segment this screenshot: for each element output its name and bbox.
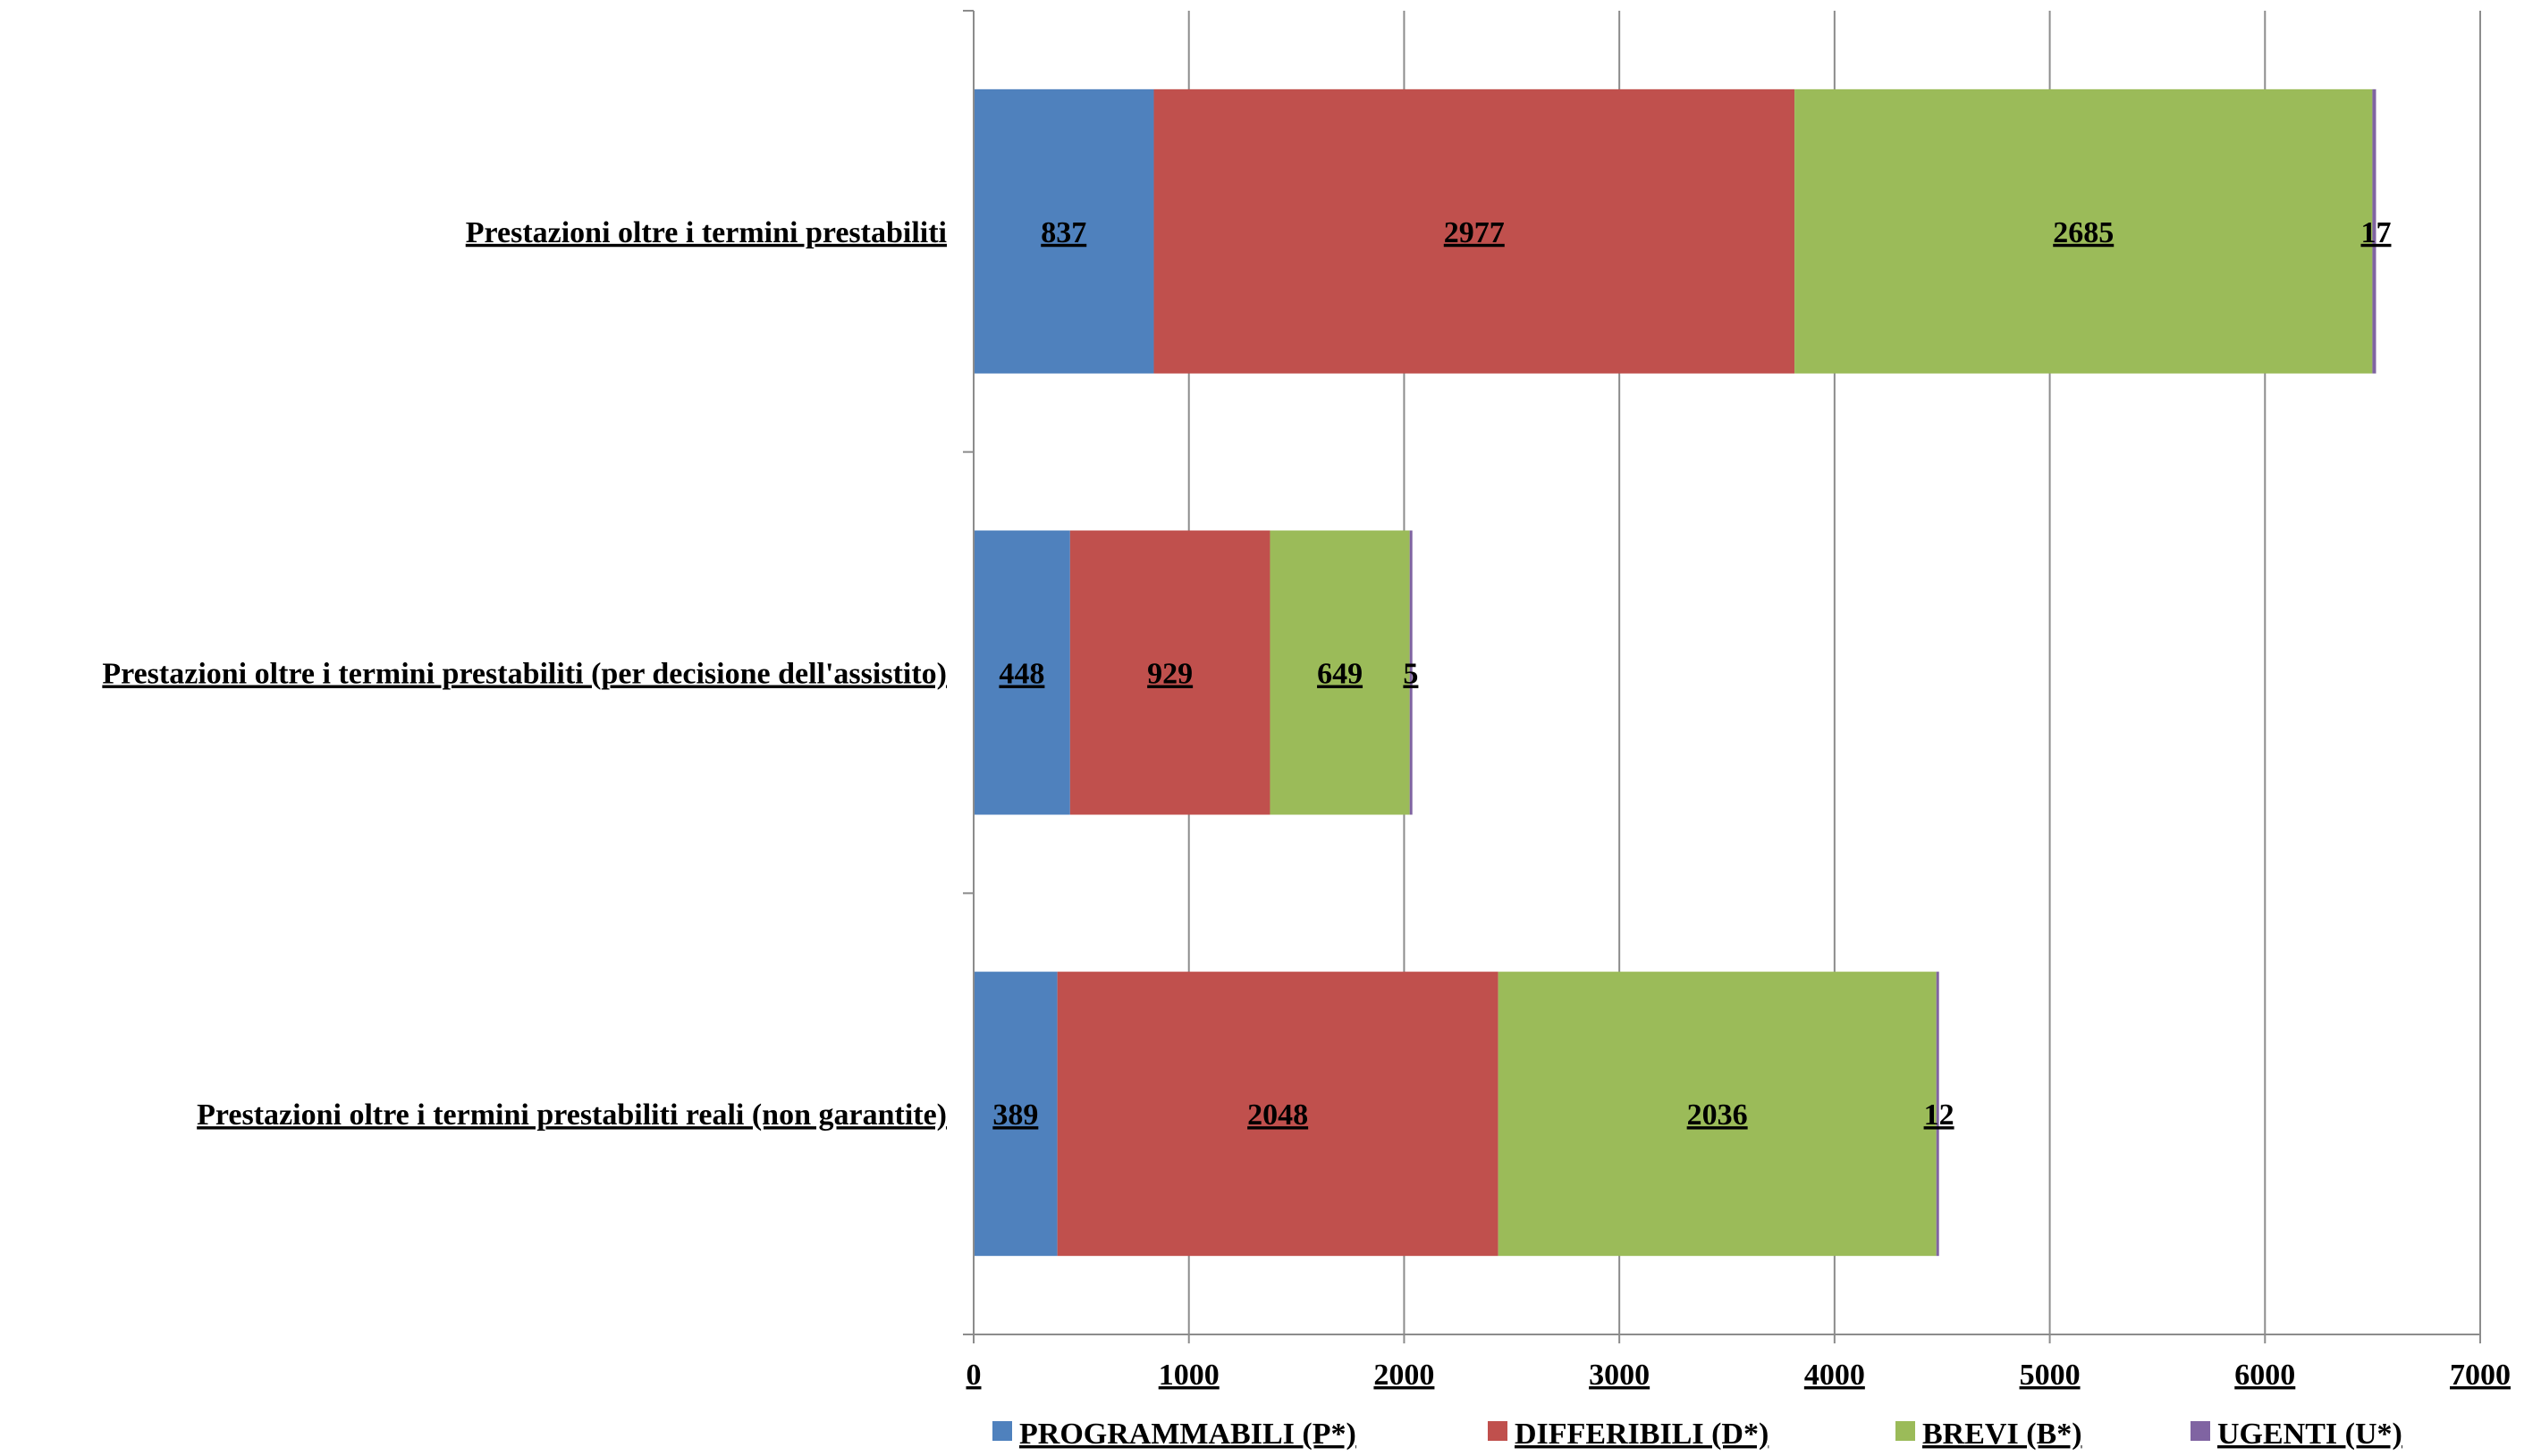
- x-tick-label: 4000: [1804, 1359, 1865, 1392]
- labels: Prestazioni oltre i termini prestabiliti…: [102, 216, 2391, 1132]
- bar-segment: [1936, 972, 1939, 1257]
- bar-segment: [1069, 530, 1270, 815]
- x-tick-label: 7000: [2450, 1359, 2511, 1392]
- data-label: 17: [2360, 216, 2391, 249]
- bar-segment: [1498, 972, 1937, 1257]
- x-tick-label: 1000: [1159, 1359, 1220, 1392]
- category-label: Prestazioni oltre i termini prestabiliti…: [102, 658, 947, 691]
- bar-segment: [1153, 88, 1795, 374]
- data-label: 2685: [2053, 216, 2114, 249]
- bar-segment: [974, 88, 1154, 374]
- data-label: 2036: [1687, 1098, 1748, 1132]
- category-label: Prestazioni oltre i termini prestabiliti: [466, 216, 947, 249]
- bar-segment: [1057, 972, 1498, 1257]
- bar-segment: [1409, 530, 1413, 815]
- legend-swatch: [2191, 1421, 2210, 1441]
- legend-label: DIFFERIBILI (D*): [1515, 1418, 1769, 1451]
- data-label: 2048: [1247, 1098, 1308, 1132]
- x-tick-label: 2000: [1373, 1359, 1434, 1392]
- data-label: 448: [999, 658, 1044, 691]
- bars: [974, 88, 2376, 1257]
- legend: PROGRAMMABILI (P*) DIFFERIBILI (D*) BREVI …: [992, 1418, 2402, 1451]
- x-tick-label: 5000: [2020, 1359, 2081, 1392]
- data-label: 837: [1041, 216, 1086, 249]
- x-tick-label: 0: [967, 1359, 982, 1392]
- legend-label: BREVI (B*): [1922, 1418, 2082, 1451]
- bar-segment: [974, 530, 1070, 815]
- data-label: 2977: [1444, 216, 1505, 249]
- data-label: 649: [1317, 658, 1363, 691]
- axes: 0 1000 2000 3000 4000 5000 6000 7000: [963, 10, 2511, 1392]
- bar-segment: [1270, 530, 1410, 815]
- data-label: 12: [1924, 1098, 1954, 1132]
- data-label: 5: [1403, 658, 1418, 691]
- bar-segment: [974, 972, 1058, 1257]
- category-label: Prestazioni oltre i termini prestabiliti…: [197, 1098, 947, 1132]
- legend-label: PROGRAMMABILI (P*): [1019, 1418, 1356, 1451]
- legend-label: UGENTI (U*): [2217, 1418, 2402, 1451]
- x-tick-label: 3000: [1589, 1359, 1650, 1392]
- data-label: 929: [1147, 658, 1193, 691]
- legend-swatch: [992, 1421, 1012, 1441]
- data-label: 389: [992, 1098, 1038, 1132]
- bar-segment: [2372, 88, 2376, 374]
- legend-swatch: [1488, 1421, 1507, 1441]
- legend-swatch: [1895, 1421, 1915, 1441]
- bar-segment: [1794, 88, 2373, 374]
- x-tick-label: 6000: [2234, 1359, 2295, 1392]
